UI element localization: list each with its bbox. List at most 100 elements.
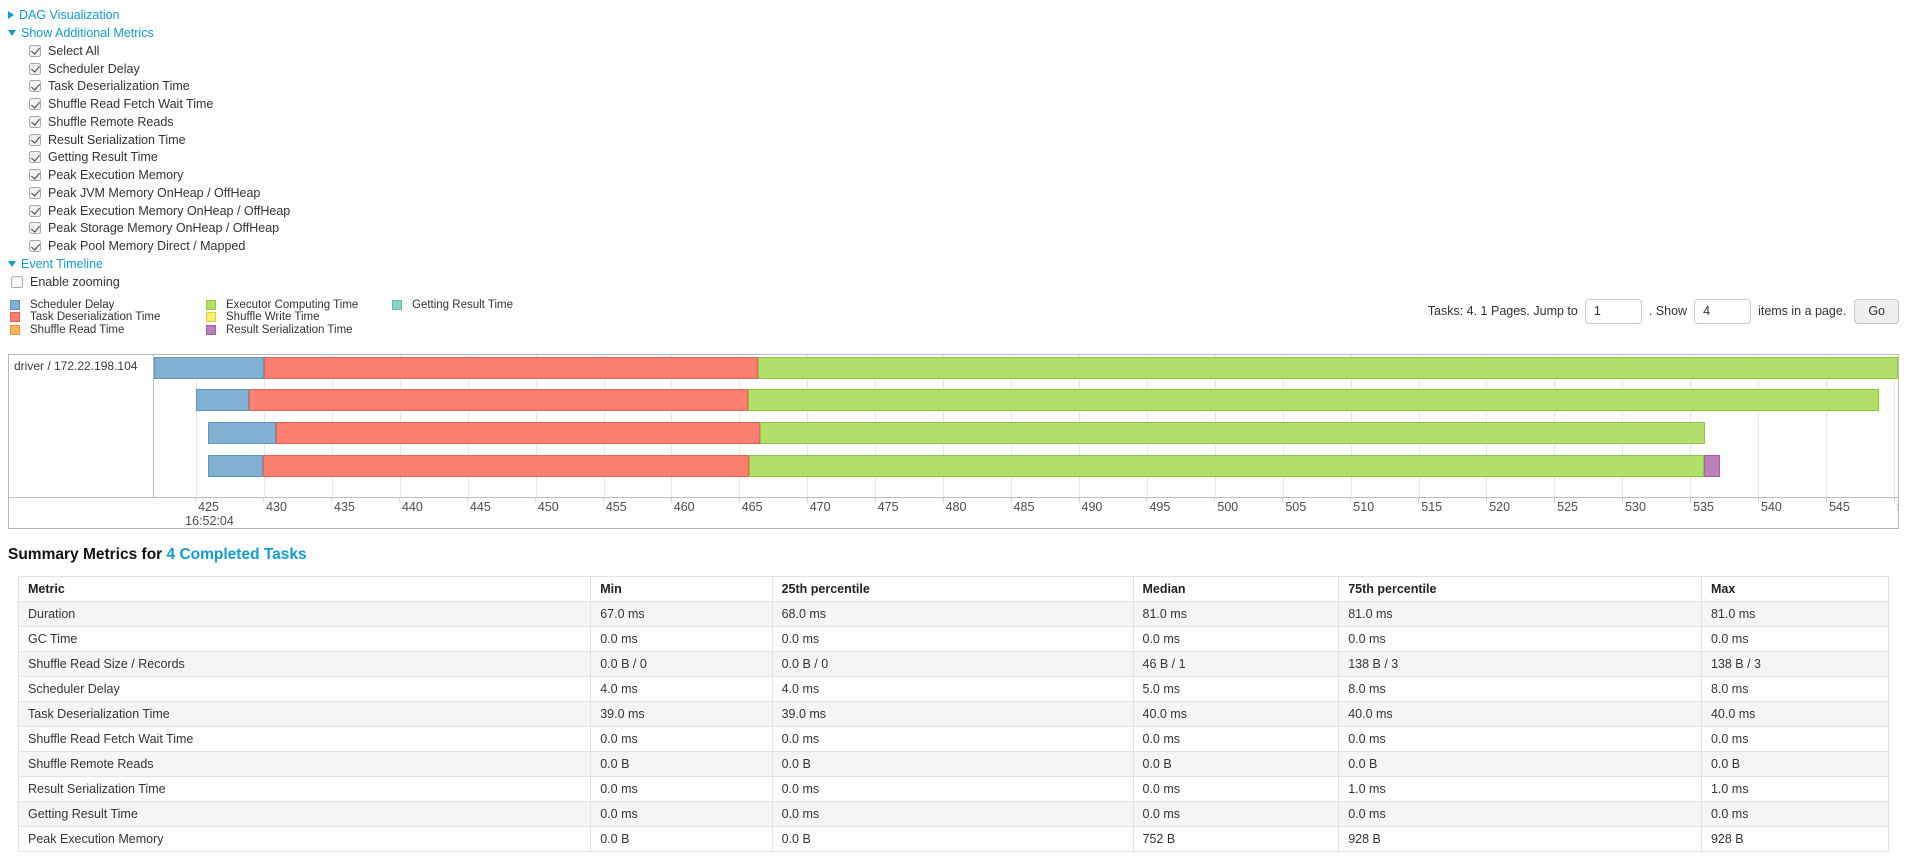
metric-value-cell: 0.0 ms bbox=[1338, 625, 1702, 652]
axis-tick bbox=[738, 497, 740, 503]
metric-value-cell: 1.0 ms bbox=[1338, 775, 1702, 802]
summary-table-row: Duration 67.0 ms 68.0 ms 81.0 ms 81.0 ms 81.0… bbox=[17, 600, 1890, 627]
enable-zooming-row: Enable zooming bbox=[8, 273, 1899, 291]
axis-tick-label: 440 bbox=[401, 499, 423, 514]
tasks-count-text: Tasks: 4. 1 Pages. Jump to bbox=[1427, 304, 1578, 319]
metric-checkbox[interactable] bbox=[29, 80, 41, 93]
metric-checkbox-row: Result Serialization Time bbox=[8, 131, 1899, 149]
metric-checkbox-row: Peak Execution Memory OnHeap / OffHeap bbox=[8, 202, 1899, 220]
metric-checkbox[interactable] bbox=[29, 240, 41, 253]
metric-value-cell: 0.0 ms bbox=[771, 625, 1134, 652]
task-bar-segment-scheduler_delay[interactable] bbox=[154, 356, 265, 379]
metric-checkbox-label: Shuffle Remote Reads bbox=[48, 114, 174, 129]
axis-tick bbox=[670, 497, 672, 503]
legend-swatch-scheduler_delay-icon bbox=[10, 299, 20, 310]
axis-tick bbox=[1622, 497, 1624, 503]
metric-checkbox[interactable] bbox=[29, 98, 41, 111]
summary-table-row: Shuffle Remote Reads 0.0 B 0.0 B 0.0 B 0.0 B… bbox=[17, 750, 1890, 777]
metric-checkbox[interactable] bbox=[29, 204, 41, 217]
legend-item: Task Deserialization Time bbox=[8, 311, 204, 323]
metric-value-cell: 0.0 B bbox=[771, 750, 1134, 777]
summary-column-header: Metric bbox=[17, 575, 592, 602]
page-size-input[interactable] bbox=[1694, 298, 1752, 324]
metric-value-cell: 0.0 ms bbox=[771, 725, 1134, 752]
metric-value-cell: 68.0 ms bbox=[771, 600, 1134, 627]
task-bar-segment-result_serialization[interactable] bbox=[1703, 454, 1721, 477]
metric-checkbox-row: Shuffle Read Fetch Wait Time bbox=[8, 95, 1899, 113]
metric-value-cell: 81.0 ms bbox=[1132, 600, 1340, 627]
timeline-header: Scheduler Delay Task Deserialization Time… bbox=[8, 298, 1899, 339]
metric-value-cell: 40.0 ms bbox=[1700, 700, 1890, 727]
task-bar-segment-scheduler_delay[interactable] bbox=[208, 422, 277, 445]
legend-label: Shuffle Write Time bbox=[226, 311, 320, 324]
metric-name-cell: Peak Execution Memory bbox=[17, 825, 592, 852]
task-timeline-row bbox=[154, 356, 1898, 379]
task-bar-segment-executor_computing[interactable] bbox=[758, 356, 1898, 379]
metric-checkbox[interactable] bbox=[29, 222, 41, 235]
task-bar-segment-task_deserialization[interactable] bbox=[262, 454, 749, 477]
metric-checkbox[interactable] bbox=[29, 151, 41, 164]
metric-checkbox-label: Getting Result Time bbox=[48, 150, 158, 165]
task-timeline-row bbox=[154, 389, 1898, 412]
axis-tick-label: 445 bbox=[469, 499, 491, 514]
axis-tick bbox=[1486, 497, 1488, 503]
metric-value-cell: 0.0 B bbox=[590, 825, 773, 852]
summary-column-header: Median bbox=[1132, 575, 1340, 602]
completed-tasks-link[interactable]: 4 Completed Tasks bbox=[166, 545, 307, 563]
go-button[interactable]: Go bbox=[1854, 298, 1899, 324]
enable-zooming-label: Enable zooming bbox=[30, 274, 120, 289]
axis-tick bbox=[1350, 497, 1352, 503]
show-additional-metrics-link[interactable]: Show Additional Metrics bbox=[21, 26, 154, 40]
metric-value-cell: 0.0 ms bbox=[590, 800, 773, 827]
axis-tick-label: 500 bbox=[1217, 499, 1239, 514]
metric-value-cell: 0.0 ms bbox=[590, 625, 773, 652]
axis-tick-label: 505 bbox=[1285, 499, 1307, 514]
task-bar-segment-task_deserialization[interactable] bbox=[264, 356, 759, 379]
event-timeline-toggle[interactable]: Event Timeline bbox=[8, 255, 1899, 273]
task-bar-segment-task_deserialization[interactable] bbox=[276, 422, 760, 445]
metric-checkbox[interactable] bbox=[29, 186, 41, 199]
legend-item: Shuffle Read Time bbox=[8, 324, 204, 336]
event-timeline-link[interactable]: Event Timeline bbox=[21, 257, 103, 271]
task-bar-segment-executor_computing[interactable] bbox=[747, 389, 1879, 412]
show-label: . Show bbox=[1648, 304, 1688, 319]
timeline-plot bbox=[153, 354, 1898, 497]
metric-checkbox[interactable] bbox=[29, 115, 41, 128]
metric-checkbox-label: Peak JVM Memory OnHeap / OffHeap bbox=[48, 185, 261, 200]
metric-checkbox-row: Getting Result Time bbox=[8, 149, 1899, 167]
timeline-legend: Scheduler Delay Task Deserialization Time… bbox=[8, 299, 1899, 336]
axis-tick bbox=[1078, 497, 1080, 503]
legend-label: Scheduler Delay bbox=[30, 298, 115, 311]
axis-tick-label: 510 bbox=[1353, 499, 1375, 514]
show-additional-metrics-toggle[interactable]: Show Additional Metrics bbox=[8, 24, 1899, 42]
task-bar-segment-executor_computing[interactable] bbox=[759, 422, 1706, 445]
dag-visualization-link[interactable]: DAG Visualization bbox=[19, 8, 120, 22]
task-timeline-row bbox=[154, 454, 1898, 477]
metric-checkbox[interactable] bbox=[29, 62, 41, 75]
metric-checkbox[interactable] bbox=[29, 169, 41, 182]
expanded-arrow-icon bbox=[8, 261, 16, 267]
jump-to-page-input[interactable] bbox=[1584, 298, 1642, 324]
metric-checkbox[interactable] bbox=[29, 44, 41, 57]
metric-checkbox-label: Peak Execution Memory OnHeap / OffHeap bbox=[48, 203, 291, 218]
metric-name-cell: Duration bbox=[17, 600, 592, 627]
axis-tick bbox=[1893, 497, 1895, 503]
summary-table-row: Scheduler Delay 4.0 ms 4.0 ms 5.0 ms 8.0 ms 8… bbox=[17, 675, 1890, 702]
axis-tick bbox=[1214, 497, 1216, 503]
summary-table-row: Result Serialization Time 0.0 ms 0.0 ms 0.0… bbox=[17, 775, 1890, 802]
dag-visualization-toggle[interactable]: DAG Visualization bbox=[8, 6, 1899, 24]
timeline-axis: 425 430 435 440 445 450 455 460 465 470 475 480 485 4… bbox=[9, 496, 1898, 528]
task-bar-segment-scheduler_delay[interactable] bbox=[208, 454, 263, 477]
enable-zooming-checkbox[interactable] bbox=[11, 275, 23, 288]
metric-checkbox[interactable] bbox=[29, 133, 41, 146]
executor-group-label: driver / 172.22.198.104 bbox=[14, 358, 138, 373]
legend-swatch-getting_result-icon bbox=[392, 299, 402, 310]
metric-value-cell: 8.0 ms bbox=[1700, 675, 1890, 702]
task-bar-segment-executor_computing[interactable] bbox=[748, 454, 1704, 477]
task-bar-segment-task_deserialization[interactable] bbox=[249, 389, 748, 412]
axis-tick-label: 530 bbox=[1625, 499, 1646, 514]
axis-gridline bbox=[1826, 354, 1827, 497]
task-bar-segment-scheduler_delay[interactable] bbox=[196, 389, 250, 412]
legend-item: Result Serialization Time bbox=[204, 324, 390, 336]
axis-tick bbox=[1825, 497, 1827, 503]
